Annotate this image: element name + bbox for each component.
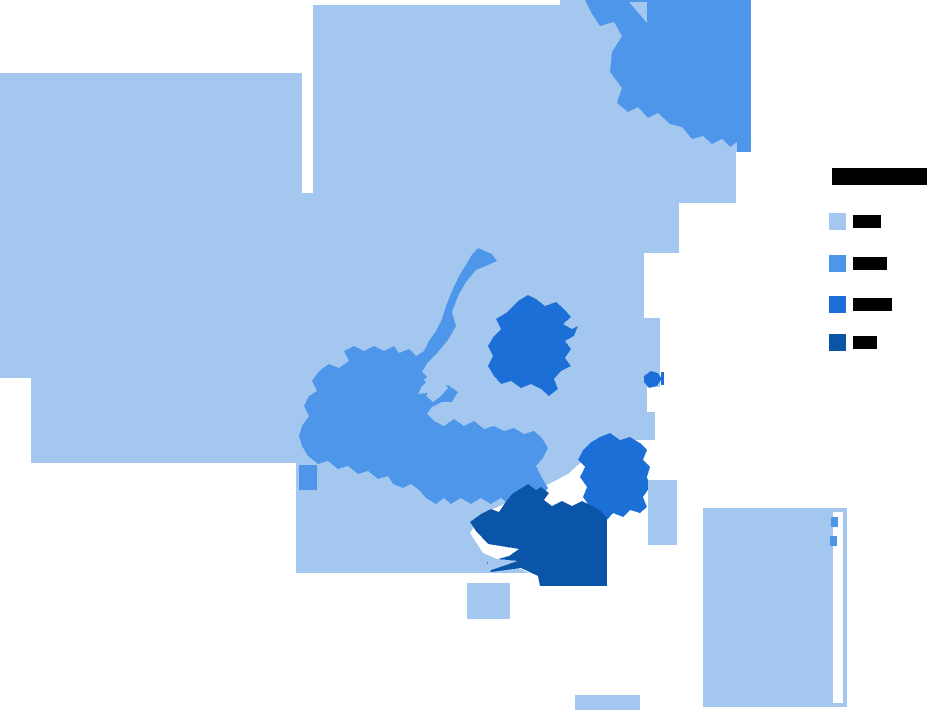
map-region-west-cluster-level2[interactable] [299, 248, 548, 506]
sea-inset-border-top [833, 508, 847, 512]
legend-label-text-block-level2[interactable] [853, 257, 887, 270]
map-fragment-level1-b [648, 480, 677, 545]
sea-inset-dash-1 [831, 517, 838, 527]
legend-swatch-level4[interactable] [829, 334, 846, 351]
legend-title-text-block [832, 168, 927, 185]
legend-label-text-block-level4[interactable] [853, 336, 877, 349]
legend-label-text-block-level1[interactable] [853, 215, 881, 228]
sea-inset-border-bottom [703, 703, 847, 707]
legend-label-text-block-level3[interactable] [853, 298, 892, 311]
map-region-southeast-level3[interactable] [578, 433, 650, 520]
map-notch-south-central [488, 558, 518, 571]
map-region-coastal-dot-level3[interactable] [644, 371, 662, 388]
map-region-northeast-level2[interactable] [585, 0, 751, 152]
sea-inset-dash-2 [830, 536, 837, 546]
map-region-central-level3[interactable] [488, 295, 578, 396]
map-fragment-level2 [299, 465, 317, 490]
map-fragment-level1-c [575, 695, 640, 710]
map-notch-west-cluster [424, 355, 455, 402]
sea-inset-fill [703, 508, 833, 705]
map-notch-northeast [629, 2, 647, 23]
sea-inset [703, 508, 847, 707]
legend-swatch-level3[interactable] [829, 296, 846, 313]
map-fragment-level1-a [467, 583, 510, 619]
sea-inset-border-right [843, 508, 847, 707]
map-coastal-dash [661, 372, 664, 385]
legend-swatch-level1[interactable] [829, 213, 846, 230]
map-region-base-mainland[interactable] [0, 0, 751, 573]
legend-swatch-level2[interactable] [829, 255, 846, 272]
